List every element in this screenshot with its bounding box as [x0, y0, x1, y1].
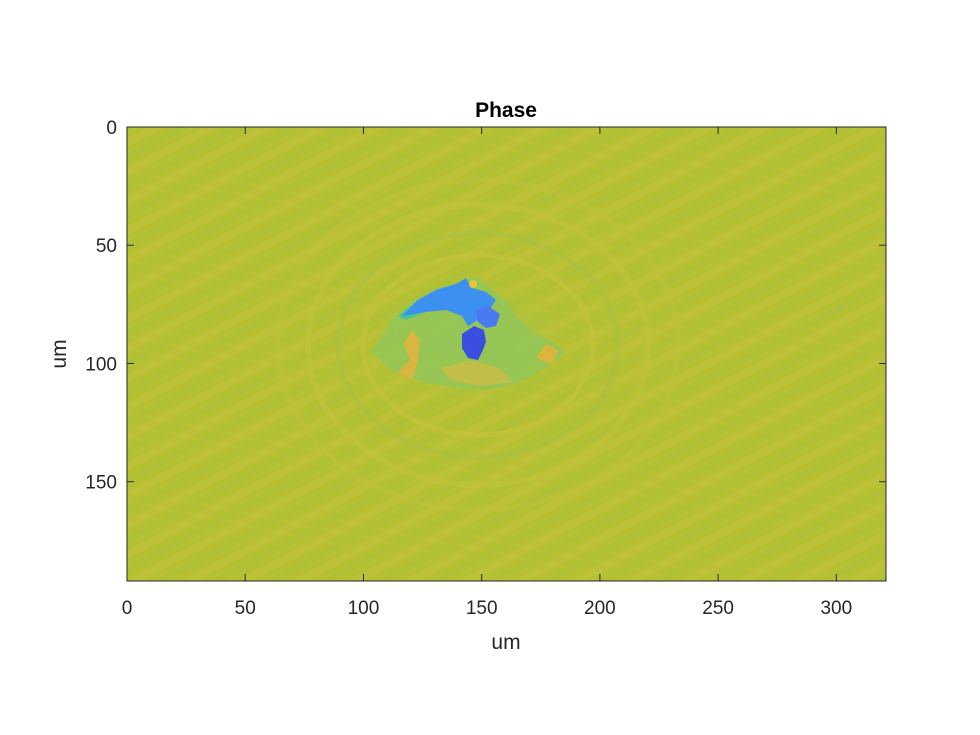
defect-blue-spot — [476, 306, 500, 328]
x-tick-label: 50 — [235, 598, 256, 619]
defect-rings — [275, 177, 681, 513]
speck-right — [834, 306, 842, 310]
y-tick-label: 150 — [85, 473, 117, 494]
x-tick-label: 0 — [122, 598, 133, 619]
defect-blue-region — [402, 278, 496, 326]
defect-orange-center — [440, 360, 512, 386]
x-tick-label: 200 — [584, 598, 616, 619]
y-axis-ticks: 0 50 100 150 — [85, 118, 886, 494]
defect-orange-left — [398, 330, 420, 380]
x-tick-label: 250 — [702, 598, 734, 619]
x-tick-label: 150 — [466, 598, 498, 619]
y-tick-label: 50 — [96, 236, 117, 257]
defect-deep-blue — [462, 326, 486, 360]
heatmap-image — [127, 127, 886, 581]
defect-orange-right — [536, 344, 558, 364]
chart-title: Phase — [475, 99, 537, 122]
x-tick-label: 100 — [348, 598, 380, 619]
defect-body — [372, 276, 566, 390]
x-axis-label: um — [491, 631, 520, 654]
y-tick-label: 0 — [106, 118, 117, 139]
axes-frame — [126, 126, 887, 582]
y-tick-label: 100 — [85, 354, 117, 375]
defect-bright-spot — [469, 280, 477, 288]
x-tick-label: 300 — [820, 598, 852, 619]
y-axis-label: um — [48, 339, 71, 368]
x-axis-ticks: 0 50 100 150 200 250 300 — [122, 127, 852, 619]
